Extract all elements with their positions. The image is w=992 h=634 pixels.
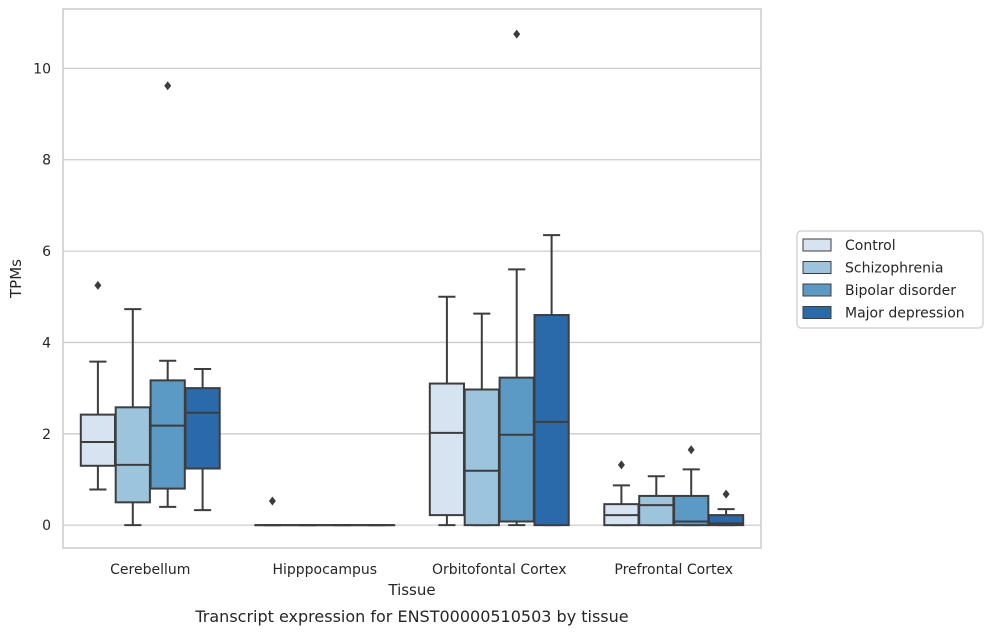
- box-iqr: [79, 413, 117, 467]
- outlier-point: [687, 445, 695, 455]
- chart-caption: Transcript expression for ENST0000051050…: [194, 607, 628, 626]
- box-iqr: [533, 314, 570, 527]
- y-tick-label: 8: [42, 153, 51, 169]
- outlier-point: [94, 280, 102, 290]
- x-tick-label: Prefrontal Cortex: [614, 562, 733, 578]
- box-2-1: [463, 312, 500, 527]
- box-2-3: [533, 234, 570, 527]
- box-2-2: [498, 29, 535, 527]
- x-tick-label: Hipppocampus: [272, 562, 377, 578]
- box-0-1: [114, 308, 151, 527]
- y-axis-ticks: 0 2 4 6 8 10: [33, 61, 51, 534]
- legend-label: Bipolar disorder: [845, 283, 956, 299]
- outlier-point: [513, 29, 521, 39]
- box-iqr: [673, 494, 710, 527]
- box-0-2: [149, 81, 186, 508]
- box-plot-marks: [79, 29, 745, 527]
- legend-swatch: [802, 238, 832, 252]
- legend: Control Schizophrenia Bipolar disorder Majo…: [796, 230, 984, 329]
- box-iqr: [184, 387, 221, 470]
- box-0-3: [184, 367, 221, 512]
- box-3-1: [638, 475, 675, 527]
- box-iqr: [428, 382, 466, 517]
- outlier-point: [617, 460, 625, 470]
- legend-label: Schizophrenia: [845, 261, 943, 277]
- legend-label: Control: [845, 238, 896, 254]
- y-tick-label: 4: [42, 335, 51, 351]
- box-3-2: [673, 445, 710, 527]
- legend-swatch: [802, 306, 832, 319]
- y-tick-label: 0: [42, 518, 51, 534]
- outlier-point: [164, 81, 172, 91]
- outlier-point: [722, 489, 730, 499]
- box-1-0: [254, 496, 291, 527]
- legend-swatch: [802, 261, 832, 274]
- y-tick-label: 6: [42, 244, 51, 260]
- box-iqr: [707, 514, 745, 527]
- legend-frame: [796, 230, 984, 329]
- box-2-0: [428, 295, 466, 527]
- box-3-0: [603, 460, 640, 527]
- box-iqr: [498, 376, 535, 523]
- outlier-point: [268, 496, 276, 506]
- x-axis-ticks: Cerebellum Hipppocampus Orbitofontal Corte…: [110, 562, 733, 578]
- box-iqr: [463, 388, 500, 527]
- legend-swatch: [802, 283, 832, 297]
- box-iqr: [149, 379, 186, 490]
- box-iqr: [114, 406, 151, 504]
- y-tick-label: 2: [42, 427, 51, 443]
- plot-area-frame: [62, 8, 762, 549]
- y-axis-label: TPMs: [7, 259, 25, 299]
- y-tick-label: 10: [33, 61, 51, 77]
- box-3-3: [707, 489, 745, 527]
- box-0-0: [79, 280, 117, 491]
- x-tick-label: Cerebellum: [110, 562, 190, 578]
- x-axis-label: Tissue: [387, 581, 435, 599]
- x-tick-label: Orbitofontal Cortex: [432, 562, 567, 578]
- box-iqr: [638, 494, 675, 527]
- legend-label: Major depression: [845, 306, 965, 322]
